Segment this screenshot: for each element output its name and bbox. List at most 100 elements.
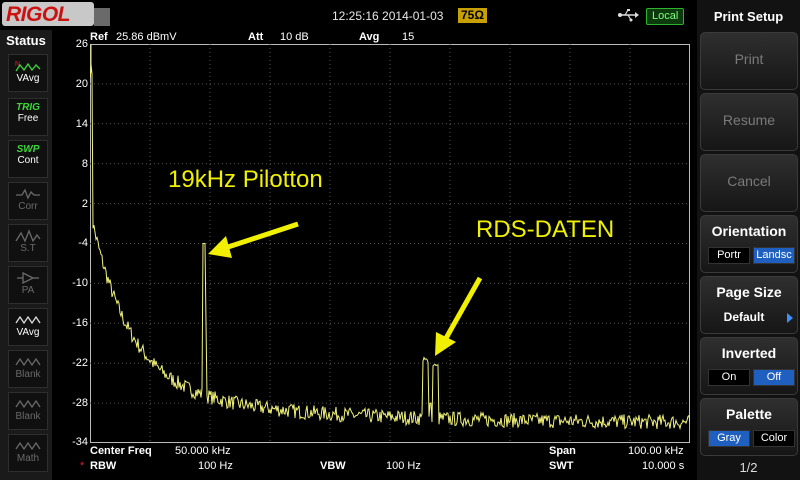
y-tick-label: -28 xyxy=(72,397,88,409)
y-tick-label: -22 xyxy=(72,357,88,369)
orientation-landscape[interactable]: Landsc xyxy=(753,247,795,264)
softkey-menu: Print Setup Print Resume Cancel Orientat… xyxy=(697,0,800,480)
y-tick-label: 2 xyxy=(81,198,88,210)
status-sweep-title: SWP xyxy=(16,144,40,155)
svg-text:N: N xyxy=(15,61,20,68)
date-time: 12:25:16 2014-01-03 xyxy=(332,9,444,23)
palette-color[interactable]: Color xyxy=(753,430,795,447)
y-tick-label: -4 xyxy=(78,237,88,249)
status-st[interactable]: S.T xyxy=(8,224,48,262)
avg-label: Avg xyxy=(359,31,380,43)
palette-button[interactable]: Palette Gray Color xyxy=(700,398,798,456)
y-tick-label: -10 xyxy=(72,277,88,289)
local-status: Local xyxy=(646,8,685,25)
span-value: 100.00 kHz xyxy=(628,445,684,457)
status-pa-label: PA xyxy=(21,285,35,296)
rbw-label: RBW xyxy=(90,460,117,472)
status-blank-1[interactable]: Blank xyxy=(8,350,48,388)
page-size-button[interactable]: Page Size Default xyxy=(700,276,798,334)
orientation-label: Orientation xyxy=(711,223,787,239)
status-blank-2[interactable]: Blank xyxy=(8,392,48,430)
swt-value: 10.000 s xyxy=(642,460,685,472)
rbw-value: 100 Hz xyxy=(198,460,233,472)
palette-gray[interactable]: Gray xyxy=(708,430,750,447)
pilot-annotation: 19kHz Pilotton xyxy=(168,166,323,193)
rds-arrow xyxy=(435,276,483,356)
status-st-label: S.T xyxy=(20,243,36,254)
print-button[interactable]: Print xyxy=(700,32,798,90)
print-button-label: Print xyxy=(734,51,764,67)
status-pa[interactable]: PA xyxy=(8,266,48,304)
grid xyxy=(90,44,690,443)
status-trig-value: Free xyxy=(17,113,39,124)
vbw-value: 100 Hz xyxy=(386,460,421,472)
page-size-label: Page Size xyxy=(716,284,782,300)
inverted-on[interactable]: On xyxy=(708,369,750,386)
status-math-label: Math xyxy=(16,453,40,464)
impedance-badge: 75Ω xyxy=(458,8,487,23)
status-trace1[interactable]: N VAvg xyxy=(8,54,48,92)
status-sweep-value: Cont xyxy=(17,155,39,166)
rds-annotation: RDS-DATEN xyxy=(476,216,615,243)
page-size-value: Default xyxy=(723,310,765,324)
trace-icon xyxy=(15,357,41,367)
orientation-portrait[interactable]: Portr xyxy=(708,247,750,264)
top-bar: RIGOL 12:25:16 2014-01-03 75Ω Local xyxy=(0,0,697,30)
inverted-off[interactable]: Off xyxy=(753,369,795,386)
pilot-arrow xyxy=(208,221,299,258)
status-trace-vavg-label: VAvg xyxy=(16,327,40,338)
vbw-label: VBW xyxy=(320,460,346,472)
trace-icon xyxy=(15,399,41,409)
status-title: Status xyxy=(6,33,46,48)
usb-icon xyxy=(618,9,639,22)
center-freq-value: 50.000 kHz xyxy=(175,445,231,457)
att-label: Att xyxy=(248,31,264,43)
y-tick-label: -34 xyxy=(72,436,88,448)
trace-avg-icon: N xyxy=(15,61,41,72)
status-trig-title: TRIG xyxy=(16,102,40,113)
status-math[interactable]: Math xyxy=(8,434,48,472)
status-corr-label: Corr xyxy=(18,201,38,212)
brand-name: RIGOL xyxy=(6,3,71,26)
menu-page-indicator: 1/2 xyxy=(739,460,758,475)
submenu-arrow-icon xyxy=(787,313,793,323)
y-tick-label: -16 xyxy=(72,317,88,329)
status-trace1-label: VAvg xyxy=(16,73,40,84)
y-tick-label: 20 xyxy=(75,78,88,90)
y-tick-label: 26 xyxy=(75,38,88,50)
trace-icon xyxy=(15,441,41,451)
logo-tab xyxy=(94,8,110,26)
inverted-button[interactable]: Inverted On Off xyxy=(700,337,798,395)
center-freq-label: Center Freq xyxy=(90,445,152,457)
brand-logo: RIGOL xyxy=(2,2,94,26)
status-corr[interactable]: Corr xyxy=(8,182,48,220)
resume-button-label: Resume xyxy=(722,112,776,128)
avg-value: 15 xyxy=(402,31,415,43)
cancel-button-label: Cancel xyxy=(727,173,771,189)
resume-button[interactable]: Resume xyxy=(700,93,798,151)
span-label: Span xyxy=(549,445,576,457)
status-trace-vavg[interactable]: VAvg xyxy=(8,308,48,346)
palette-label: Palette xyxy=(726,406,772,422)
inverted-label: Inverted xyxy=(721,345,777,361)
menu-title: Print Setup xyxy=(713,9,784,24)
rbw-manual-mark: * xyxy=(80,460,85,472)
y-tick-label: 14 xyxy=(75,118,88,130)
status-blank-1-label: Blank xyxy=(15,369,41,380)
status-sweep[interactable]: SWP Cont xyxy=(8,140,48,178)
orientation-button[interactable]: Orientation Portr Landsc xyxy=(700,215,798,273)
status-panel: Status N VAvg TRIG Free SWP Cont Corr S.… xyxy=(0,30,52,480)
status-blank-2-label: Blank xyxy=(15,411,41,422)
ref-label: Ref xyxy=(90,31,108,43)
swt-label: SWT xyxy=(549,460,574,472)
corr-icon xyxy=(16,188,40,200)
cancel-button[interactable]: Cancel xyxy=(700,154,798,212)
spectrum-trace xyxy=(90,45,690,431)
spectrum-plot[interactable] xyxy=(90,44,690,474)
att-value: 10 dB xyxy=(280,31,309,43)
y-tick-label: 8 xyxy=(81,158,88,170)
trace-avg-icon xyxy=(15,315,41,325)
ref-value: 25.86 dBmV xyxy=(116,31,177,43)
status-trig[interactable]: TRIG Free xyxy=(8,98,48,136)
spectrum-display: Ref 25.86 dBmV Att 10 dB Avg 15 26 20 14… xyxy=(52,30,697,480)
